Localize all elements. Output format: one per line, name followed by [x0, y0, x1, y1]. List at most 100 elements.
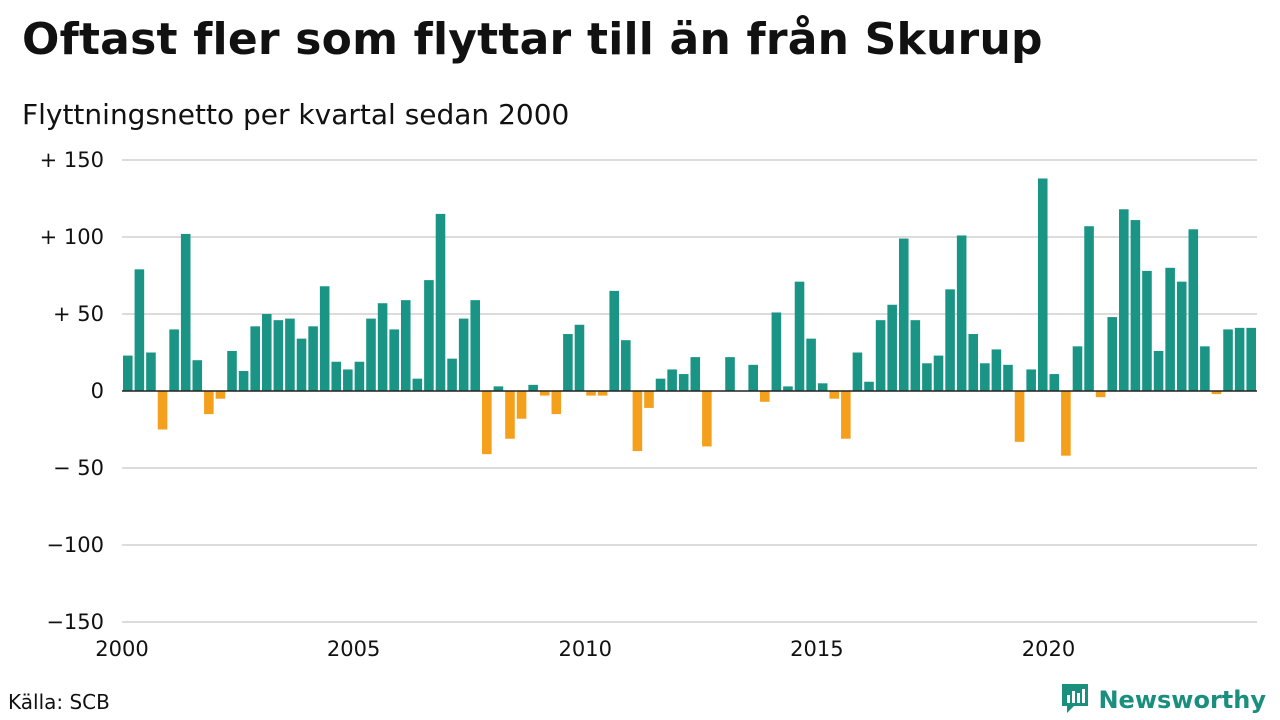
y-tick-label: − 50 [53, 456, 104, 480]
bar [389, 329, 399, 391]
bar [991, 349, 1002, 391]
bar [1165, 267, 1175, 391]
bar [238, 370, 249, 391]
bar [273, 320, 284, 391]
bar [134, 269, 145, 391]
bar [146, 352, 156, 391]
bar [261, 314, 272, 391]
bar [794, 281, 805, 391]
bar [852, 352, 863, 391]
bar [887, 304, 897, 391]
y-tick-label: −100 [46, 533, 104, 557]
bar [1142, 270, 1152, 391]
bar [505, 391, 515, 439]
bar [609, 290, 620, 391]
bar [424, 280, 434, 391]
bar [123, 355, 133, 391]
bar [1095, 391, 1106, 398]
x-tick-label: 2000 [95, 637, 148, 661]
bar [725, 357, 735, 391]
bar [412, 378, 423, 391]
bar [157, 391, 168, 430]
bar [771, 312, 782, 391]
bar [632, 391, 643, 452]
bars [123, 178, 1256, 456]
bar [644, 391, 654, 408]
bar [539, 391, 550, 396]
bar [910, 320, 921, 391]
y-tick-label: 0 [91, 379, 104, 403]
bar [898, 238, 909, 391]
bar [563, 334, 573, 391]
bar [586, 391, 596, 396]
bar [458, 318, 469, 391]
bar [169, 329, 179, 391]
bar [817, 383, 828, 391]
bar [1119, 209, 1129, 391]
bar [227, 350, 237, 391]
bar [551, 391, 562, 415]
x-tick-label: 2015 [790, 637, 843, 661]
newsworthy-logo-icon [1060, 682, 1090, 718]
bar [528, 384, 538, 391]
bar [968, 334, 979, 391]
bar [1234, 327, 1245, 391]
bar [296, 338, 307, 391]
bar [829, 391, 840, 399]
bar [621, 340, 631, 391]
bar [1188, 229, 1199, 391]
bar [1037, 178, 1048, 391]
bar [215, 391, 226, 399]
y-tick-label: + 150 [40, 148, 104, 172]
bar [1026, 369, 1036, 391]
chart-title: Oftast fler som flyttar till än från Sku… [22, 14, 1043, 65]
bar [354, 361, 365, 391]
grid-lines [122, 159, 1257, 623]
bar [956, 235, 967, 391]
bar [366, 318, 376, 391]
bar [343, 369, 353, 391]
bar [308, 326, 318, 391]
bar [1176, 281, 1187, 391]
brand: Newsworthy [1060, 682, 1266, 718]
x-tick-label: 2020 [1022, 637, 1075, 661]
bar [1049, 374, 1060, 391]
x-tick-label: 2010 [559, 637, 612, 661]
bar [1153, 350, 1164, 391]
bar [806, 338, 816, 391]
bar [1211, 391, 1222, 395]
bar [180, 233, 191, 391]
bar [667, 369, 677, 391]
x-axis-tick-labels: 2000 2005 2010 2015 2020 [95, 637, 1075, 661]
brand-name: Newsworthy [1098, 686, 1266, 714]
bar [516, 391, 527, 419]
bar [1246, 327, 1256, 391]
bar [1200, 346, 1210, 391]
bar [574, 324, 585, 391]
bar [945, 289, 955, 391]
bar [192, 360, 203, 391]
bar [250, 326, 260, 391]
bar [702, 391, 712, 447]
bar [285, 318, 295, 391]
bar [783, 386, 793, 391]
bar [841, 391, 851, 439]
bar [435, 213, 446, 391]
y-tick-label: + 50 [53, 302, 104, 326]
bar [690, 357, 701, 391]
y-tick-label: −150 [46, 610, 104, 634]
bar [678, 374, 689, 391]
bar [864, 381, 874, 391]
bar [922, 363, 932, 391]
bar [655, 378, 666, 391]
bar [319, 286, 330, 391]
bar [1223, 329, 1233, 391]
bar [748, 364, 758, 391]
source-note: Källa: SCB [8, 690, 110, 714]
bar [1003, 364, 1013, 391]
bar [1107, 317, 1118, 391]
bar [331, 361, 342, 391]
bar [1130, 220, 1141, 391]
bar [204, 391, 214, 415]
bar [980, 363, 990, 391]
